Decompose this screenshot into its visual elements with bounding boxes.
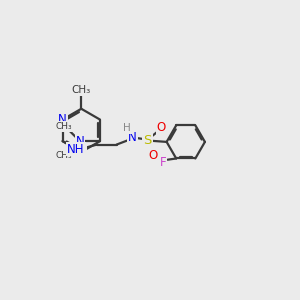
Text: F: F [160, 156, 166, 169]
Text: CH₃: CH₃ [56, 152, 73, 160]
Text: H: H [123, 123, 131, 134]
Text: CH₃: CH₃ [56, 122, 73, 131]
Text: CH₃: CH₃ [72, 85, 91, 95]
Text: N: N [128, 131, 137, 144]
Text: NH: NH [67, 142, 85, 155]
Text: O: O [148, 149, 158, 162]
Text: N: N [77, 146, 86, 158]
Text: N: N [58, 113, 67, 126]
Text: S: S [144, 134, 152, 147]
Text: N: N [76, 135, 84, 148]
Text: O: O [157, 122, 166, 134]
